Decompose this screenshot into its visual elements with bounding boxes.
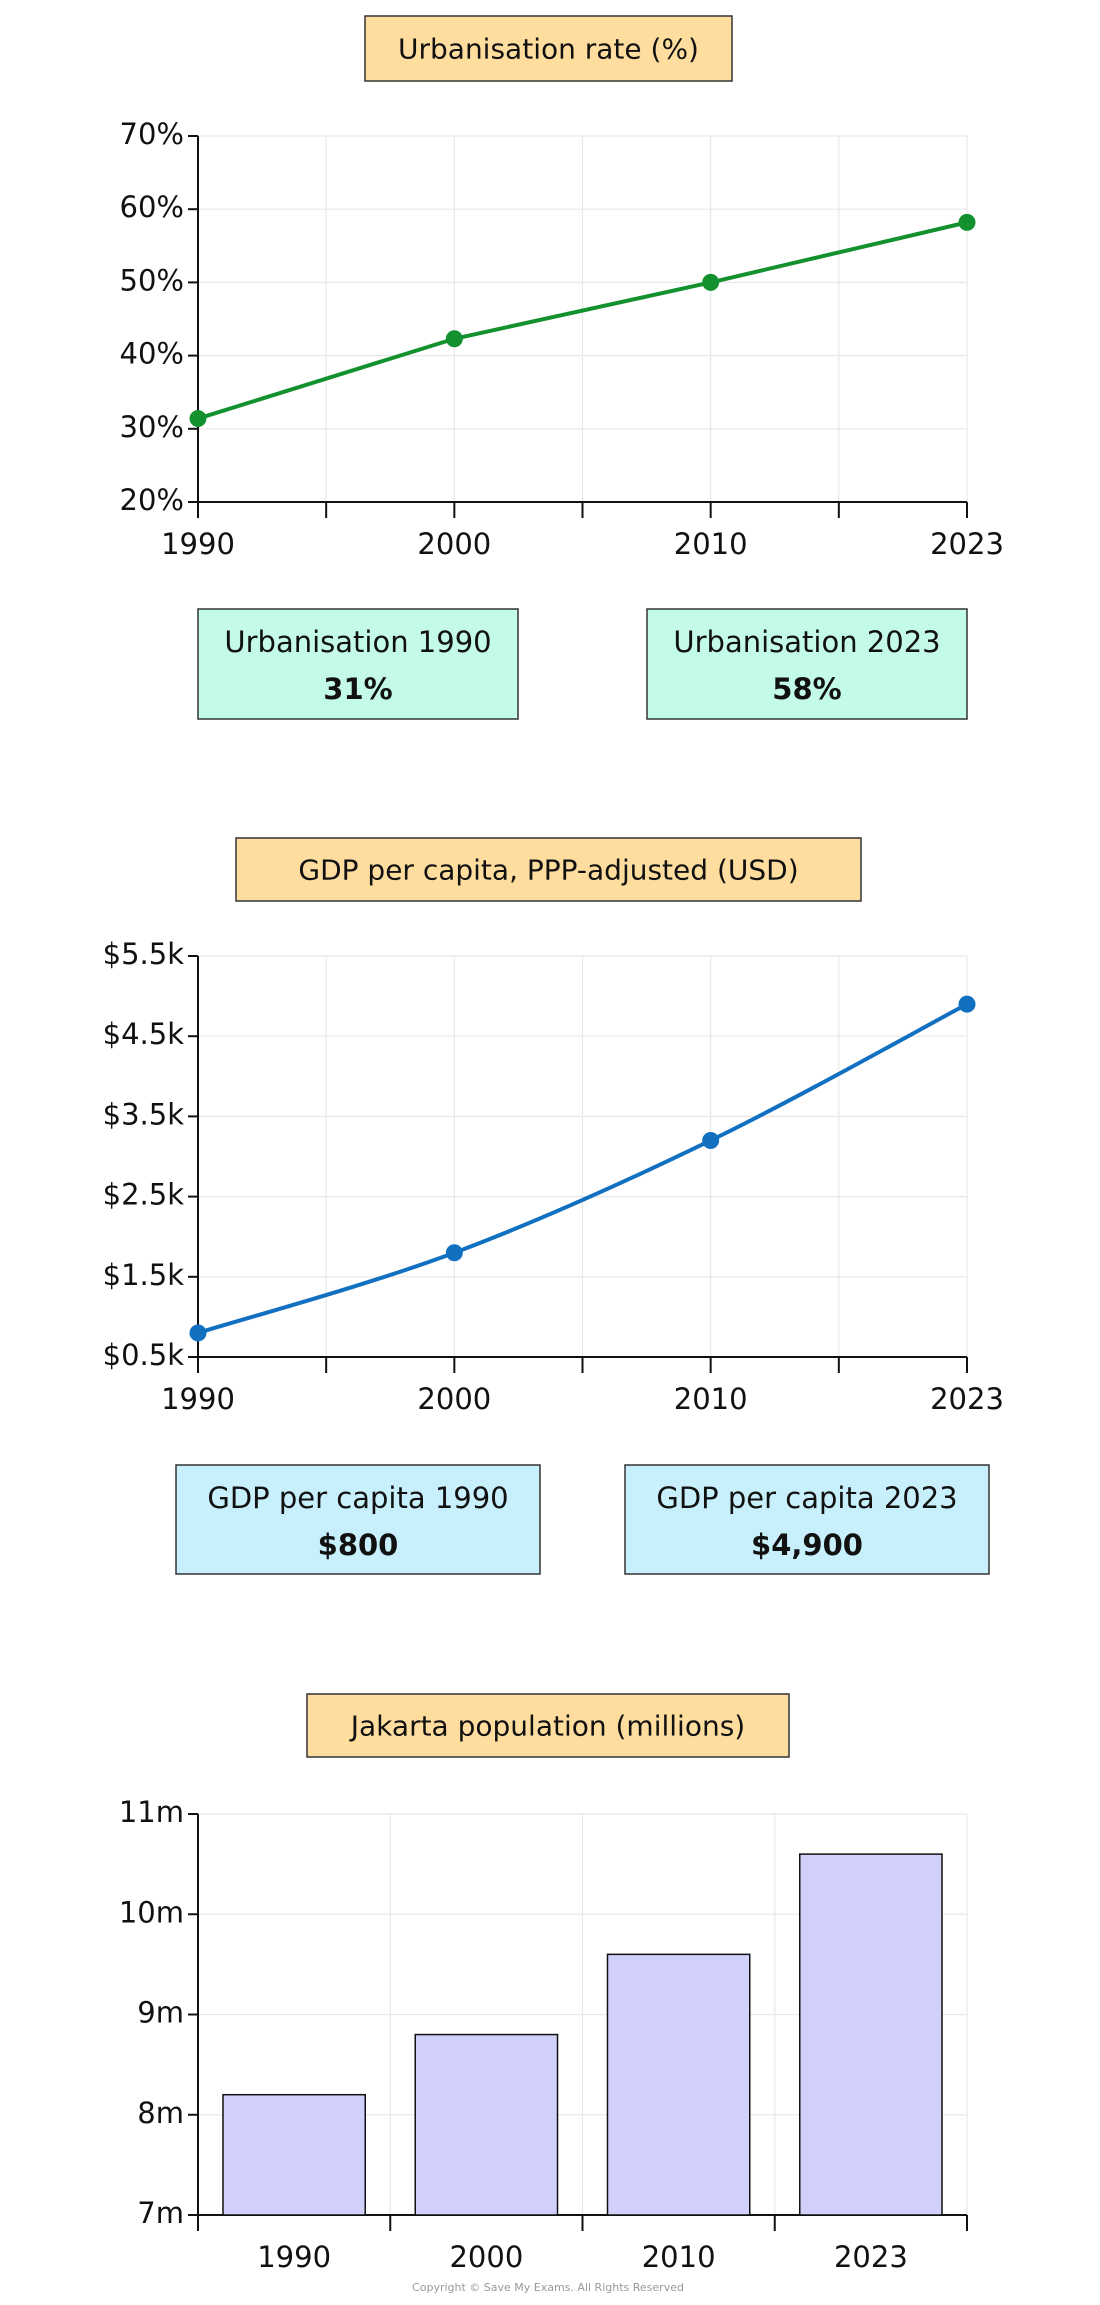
bar bbox=[222, 2093, 367, 2216]
x-tick-label: 2023 bbox=[834, 2240, 908, 2274]
chart-title: Jakarta population (millions) bbox=[349, 1710, 745, 1743]
summary-label: Urbanisation 1990 bbox=[224, 625, 491, 659]
data-point bbox=[445, 1244, 463, 1262]
chart-title: GDP per capita, PPP-adjusted (USD) bbox=[298, 854, 798, 887]
y-tick-label: 30% bbox=[120, 410, 184, 444]
y-tick-label: $0.5k bbox=[103, 1338, 185, 1372]
summary-box bbox=[624, 1464, 990, 1575]
data-point bbox=[445, 330, 463, 348]
summary-box bbox=[175, 1464, 541, 1575]
chart: Jakarta population (millions) 7m 8m 9m 10m 11… bbox=[119, 1693, 968, 2274]
bar bbox=[606, 1953, 751, 2216]
data-point bbox=[958, 213, 976, 231]
x-tick-label: 1990 bbox=[161, 527, 235, 561]
chart-title: Urbanisation rate (%) bbox=[398, 33, 699, 66]
data-point bbox=[702, 273, 720, 291]
y-tick-label: 9m bbox=[137, 1996, 184, 2030]
summary-value: $800 bbox=[318, 1528, 399, 1562]
title-box bbox=[235, 837, 862, 902]
title-box bbox=[306, 1693, 790, 1758]
summary-value: 31% bbox=[323, 672, 392, 706]
chart: GDP per capita, PPP-adjusted (USD) $0.5k $… bbox=[103, 837, 1004, 1575]
summary-value: $4,900 bbox=[751, 1528, 863, 1562]
x-tick-label: 2000 bbox=[417, 1382, 491, 1416]
y-tick-label: 11m bbox=[119, 1795, 184, 1829]
y-tick-label: 40% bbox=[120, 337, 184, 371]
x-tick-label: 2000 bbox=[417, 527, 491, 561]
bar bbox=[414, 2033, 559, 2216]
y-tick-label: $5.5k bbox=[103, 937, 185, 971]
y-tick-label: $2.5k bbox=[103, 1178, 185, 1212]
copyright: Copyright © Save My Exams. All Rights Re… bbox=[412, 2281, 684, 2294]
data-line bbox=[197, 220, 968, 421]
x-tick-label: 2010 bbox=[642, 2240, 716, 2274]
y-tick-label: 70% bbox=[120, 117, 184, 151]
y-tick-label: 8m bbox=[137, 2096, 184, 2130]
data-point bbox=[189, 1324, 207, 1342]
x-tick-label: 2023 bbox=[930, 527, 1004, 561]
summary-label: Urbanisation 2023 bbox=[673, 625, 940, 659]
data-line bbox=[197, 1002, 968, 1335]
x-tick-label: 1990 bbox=[161, 1382, 235, 1416]
summary-label: GDP per capita 2023 bbox=[656, 1481, 957, 1515]
y-tick-label: $1.5k bbox=[103, 1258, 185, 1292]
y-tick-label: 60% bbox=[120, 190, 184, 224]
y-tick-label: 20% bbox=[120, 483, 184, 517]
summary-box bbox=[646, 608, 968, 720]
y-tick-label: $4.5k bbox=[103, 1017, 185, 1051]
x-tick-label: 2000 bbox=[449, 2240, 523, 2274]
y-tick-label: 10m bbox=[119, 1895, 184, 1929]
summary-label: GDP per capita 1990 bbox=[207, 1481, 508, 1515]
y-tick-label: 50% bbox=[120, 263, 184, 297]
x-tick-label: 2010 bbox=[674, 527, 748, 561]
data-point bbox=[189, 410, 207, 428]
title-box bbox=[364, 15, 733, 82]
y-tick-label: $3.5k bbox=[103, 1097, 185, 1131]
summary-value: 58% bbox=[772, 672, 841, 706]
data-point bbox=[958, 995, 976, 1013]
x-tick-label: 2010 bbox=[674, 1382, 748, 1416]
data-point bbox=[702, 1131, 720, 1149]
x-tick-label: 2023 bbox=[930, 1382, 1004, 1416]
y-tick-label: 7m bbox=[137, 2196, 184, 2230]
summary-box bbox=[197, 608, 519, 720]
x-tick-label: 1990 bbox=[257, 2240, 331, 2274]
bar bbox=[798, 1853, 943, 2216]
chart: Urbanisation rate (%) 20% 30% 40% 50% 60% 70% 1… bbox=[120, 15, 1004, 720]
